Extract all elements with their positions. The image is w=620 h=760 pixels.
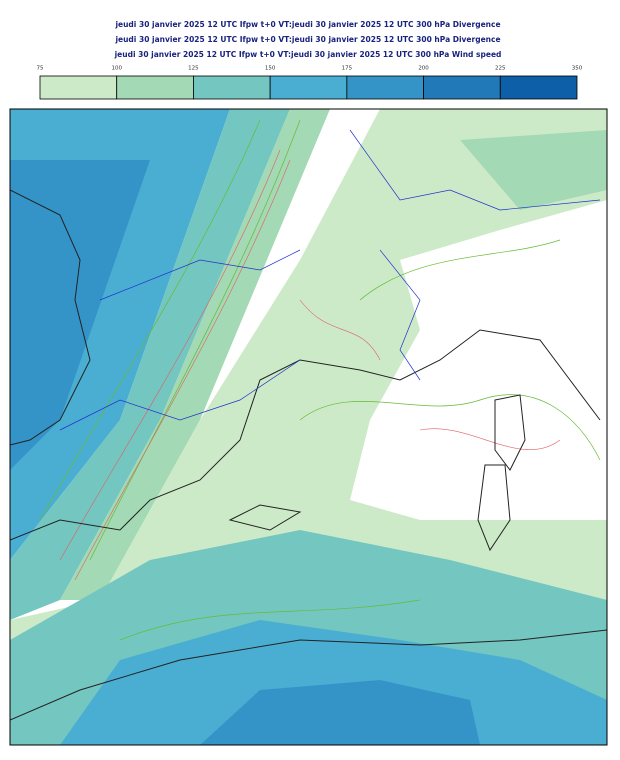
wind-area <box>200 680 480 745</box>
colorbar-box <box>499 75 578 100</box>
colorbar-tick-label: 125 <box>188 66 199 72</box>
borders <box>59 129 601 431</box>
title-line: jeudi 30 janvier 2025 12 UTC Ifpw t+0 VT… <box>114 35 500 44</box>
colorbar-tick-label: 225 <box>495 66 506 72</box>
colorbar-box <box>116 75 194 100</box>
colorbar-tick-label: 150 <box>265 66 276 72</box>
colorbar-tick-label: 175 <box>342 66 353 72</box>
colorbar-tick-label: 350 <box>572 66 583 72</box>
colorbar: 75 100 125 150 175 200 225 350 <box>37 66 583 100</box>
colorbar-tick-label: 75 <box>37 66 44 72</box>
contours <box>39 119 601 641</box>
map <box>10 109 607 745</box>
wind-area <box>10 160 150 470</box>
contours <box>59 149 561 581</box>
colorbar-box <box>346 75 424 100</box>
wind-area <box>460 130 607 210</box>
title-line: jeudi 30 janvier 2025 12 UTC Ifpw t+0 VT… <box>114 50 502 59</box>
title-line: jeudi 30 janvier 2025 12 UTC Ifpw t+0 VT… <box>114 20 500 29</box>
colorbar-tick-label: 100 <box>111 66 122 72</box>
colorbar-box <box>39 75 118 100</box>
wind-area <box>10 109 290 620</box>
colorbar-box <box>193 75 271 100</box>
map-frame <box>9 108 608 746</box>
titles: jeudi 30 janvier 2025 12 UTC Ifpw t+0 VT… <box>114 20 502 59</box>
colorbar-tick-label: 200 <box>418 66 429 72</box>
colorbar-box <box>423 75 501 100</box>
colorbar-box <box>269 75 348 100</box>
